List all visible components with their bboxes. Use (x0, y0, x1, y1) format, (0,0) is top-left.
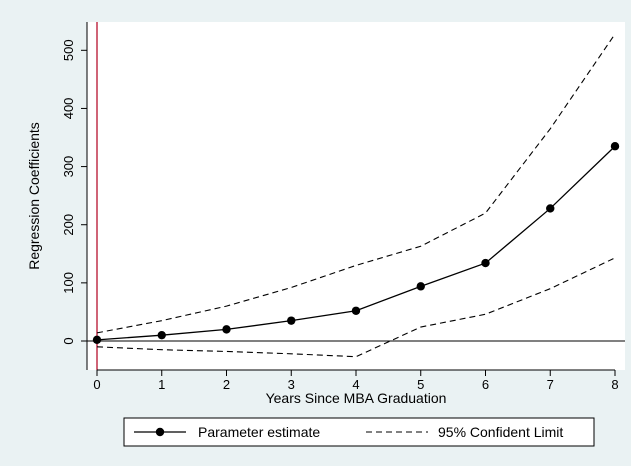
x-axis-label: Years Since MBA Graduation (266, 390, 447, 406)
legend-box (123, 417, 595, 447)
y-tick-label: 500 (61, 39, 76, 61)
legend-label-confidence: 95% Confident Limit (438, 424, 563, 440)
x-tick-label: 1 (158, 377, 165, 392)
data-point (287, 316, 296, 325)
chart-marks (87, 22, 625, 370)
y-tick-label: 0 (61, 337, 76, 344)
x-tick-label: 0 (93, 377, 100, 392)
data-point (546, 204, 555, 213)
x-tick-label: 5 (417, 377, 424, 392)
y-tick-label: 400 (61, 98, 76, 120)
data-point (416, 282, 425, 291)
legend: Parameter estimate 95% Confident Limit (123, 417, 595, 447)
x-tick-label: 4 (352, 377, 359, 392)
legend-marker-estimate (155, 427, 165, 437)
data-point (157, 330, 166, 340)
x-tick-label: 7 (547, 377, 554, 392)
data-point (481, 258, 490, 268)
x-tick-label: 6 (482, 377, 489, 392)
y-axis-label: Regression Coefficients (26, 122, 42, 270)
data-point (92, 335, 102, 345)
plot-area (87, 22, 625, 370)
data-point (222, 325, 231, 334)
series-line-2 (96, 257, 616, 358)
axis-ticks: 0 1 2 3 4 5 6 7 8 0 100 200 300 400 500 (61, 22, 619, 392)
y-tick-label: 200 (61, 214, 76, 236)
y-tick-label: 100 (61, 272, 76, 294)
data-point (610, 142, 620, 151)
legend-label-estimate: Parameter estimate (198, 424, 320, 440)
y-tick-label: 300 (61, 156, 76, 178)
x-tick-label: 2 (223, 377, 230, 392)
data-point (351, 306, 361, 315)
x-tick-label: 3 (288, 377, 295, 392)
x-tick-label: 8 (611, 377, 618, 392)
